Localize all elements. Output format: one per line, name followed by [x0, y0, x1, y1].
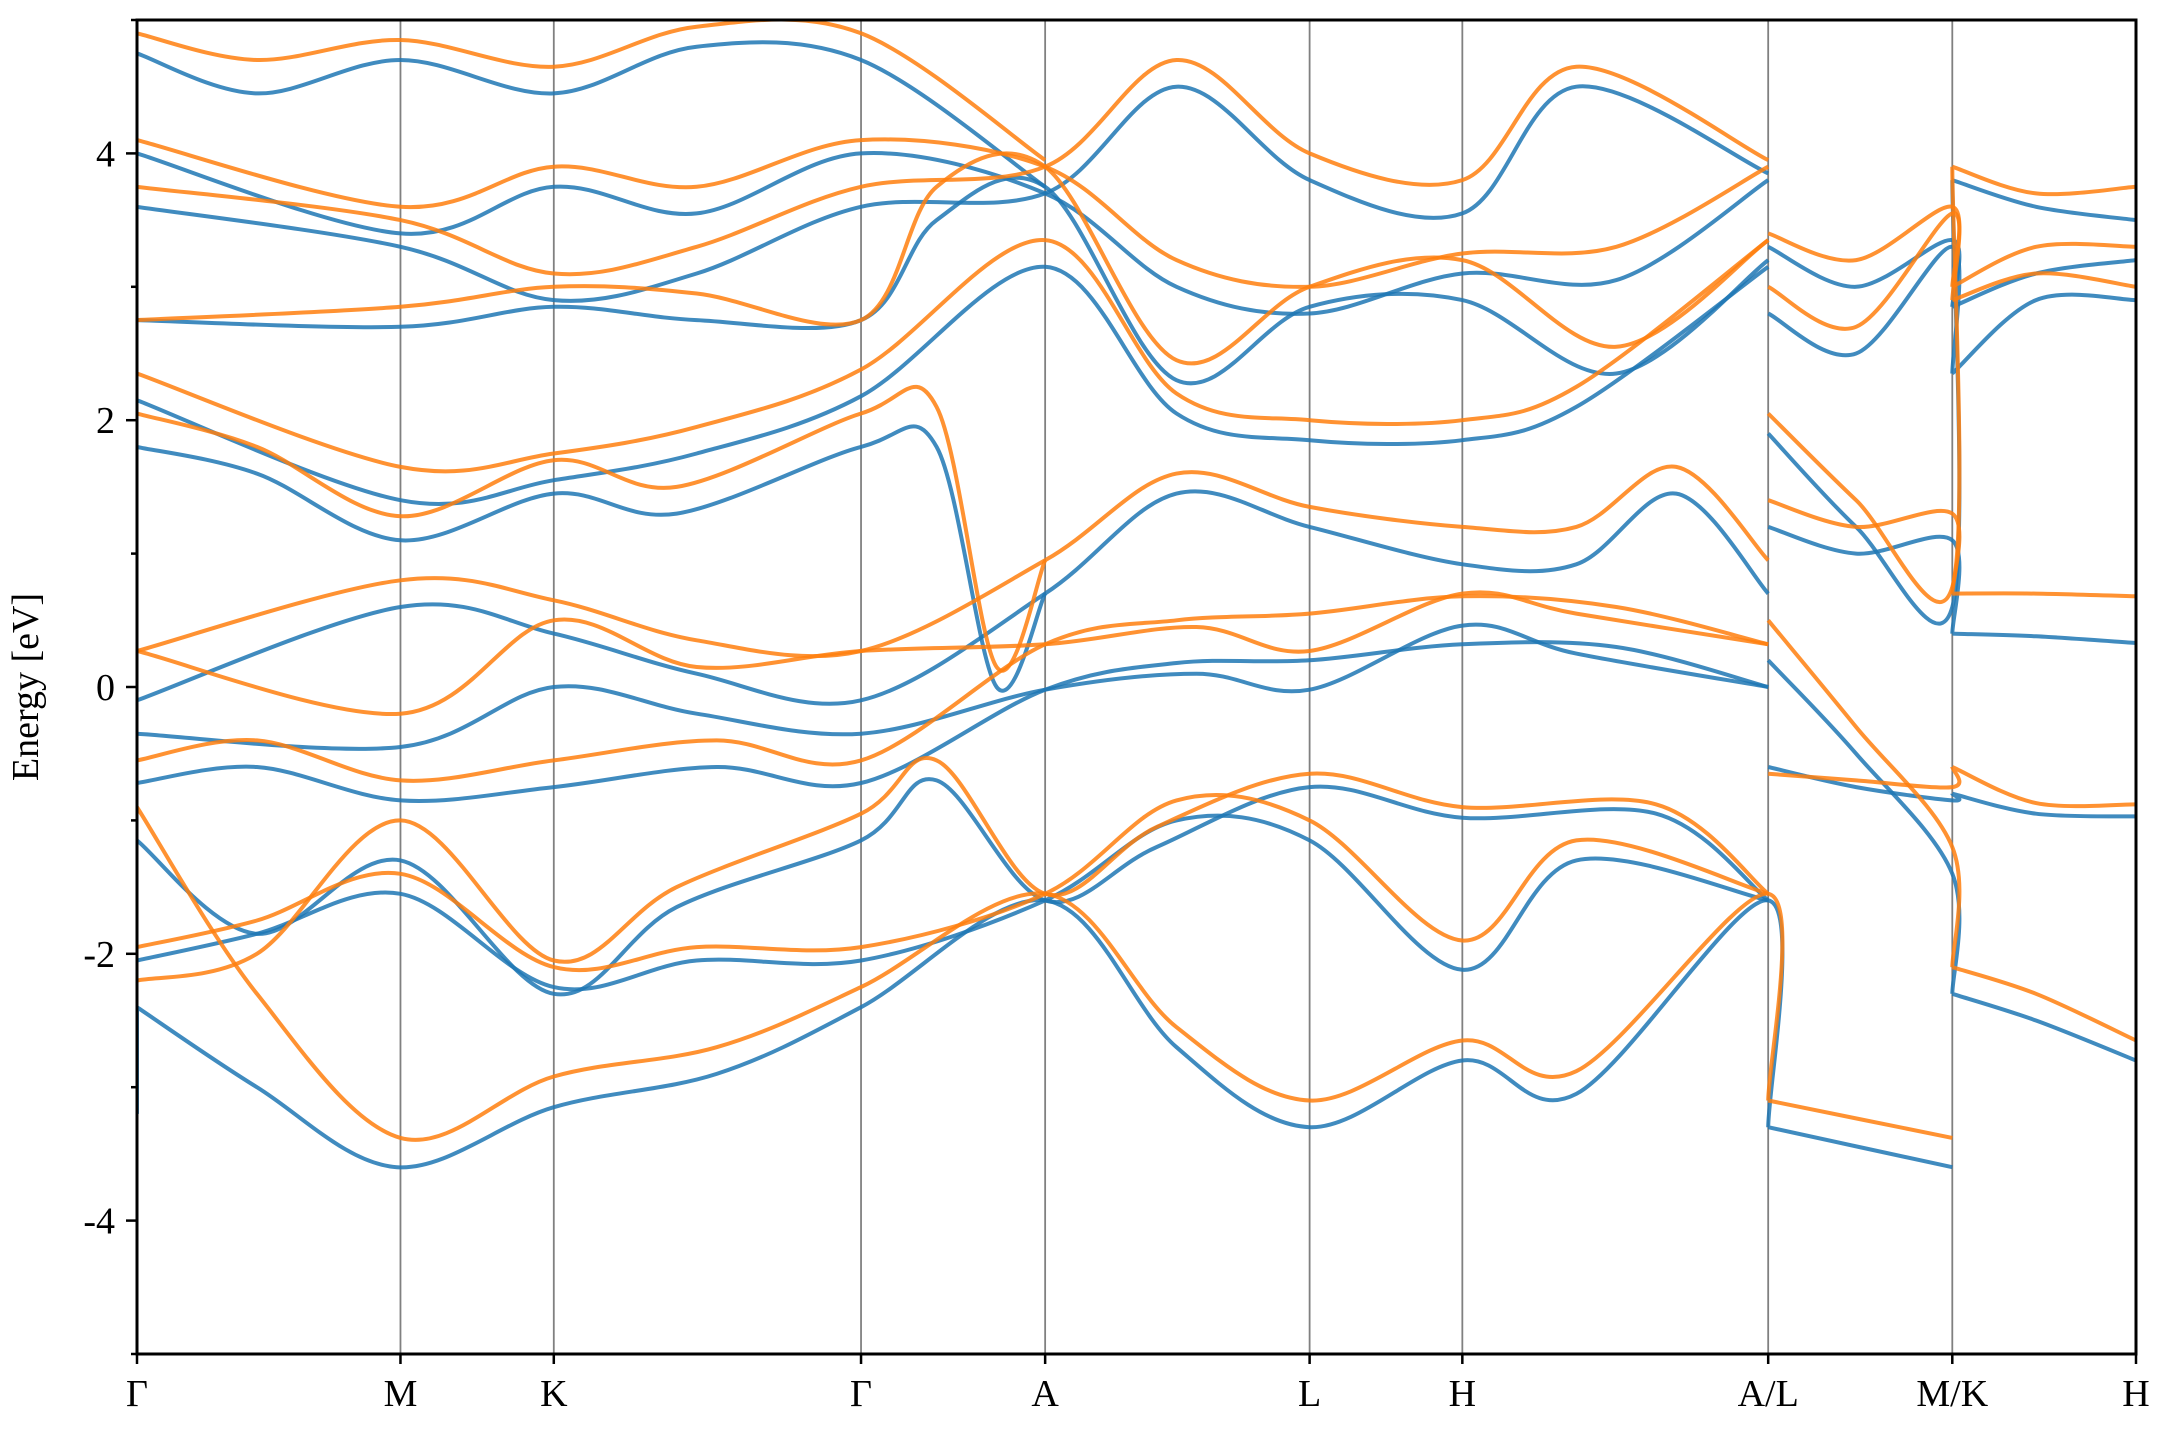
- high-symmetry-lines: [399, 20, 1954, 1354]
- band-line-blue: [137, 640, 1769, 803]
- x-tick-label: H: [1449, 1373, 1476, 1415]
- y-tick-label: 4: [96, 133, 115, 175]
- band-line-orange: [1766, 164, 2136, 605]
- band-line-blue: [137, 175, 1770, 386]
- plot-frame: [135, 18, 2138, 1356]
- band-line-orange: [137, 20, 1047, 162]
- band-line-blue: [137, 489, 1770, 706]
- y-tick-label: -4: [83, 1201, 115, 1243]
- band-line-orange: [137, 590, 1769, 716]
- band-line-orange: [137, 238, 1770, 474]
- y-axis-label: Energy [eV]: [5, 593, 47, 781]
- band-line-blue: [137, 777, 1770, 997]
- band-line-blue: [137, 151, 1770, 316]
- y-axis-ticks: -4 -2 0 2 4: [83, 18, 137, 1356]
- y-tick-label: 0: [96, 667, 115, 709]
- x-tick-label: L: [1298, 1373, 1321, 1415]
- y-tick-label: 2: [96, 400, 115, 442]
- band-line-orange: [1767, 498, 2136, 599]
- band-line-blue: [137, 622, 1769, 751]
- band-line-blue: [137, 264, 1770, 506]
- band-line-blue: [137, 424, 1047, 693]
- y-tick-label: -2: [83, 934, 115, 976]
- x-tick-label: M: [384, 1373, 418, 1415]
- band-line-orange: [137, 384, 1047, 673]
- x-tick-label: M/K: [1916, 1373, 1988, 1415]
- band-line-orange: [137, 137, 1770, 289]
- band-line-orange: [137, 792, 1769, 973]
- band-line-orange: [137, 464, 1770, 659]
- band-line-orange: [137, 756, 1770, 983]
- x-tick-label: K: [540, 1373, 568, 1415]
- band-line-orange: [1767, 204, 2136, 289]
- x-tick-label: H: [2122, 1373, 2149, 1415]
- x-tick-label: Γ: [126, 1373, 148, 1415]
- x-tick-label: A: [1031, 1373, 1059, 1415]
- band-line-blue: [1767, 524, 2136, 645]
- band-line-blue: [137, 813, 1769, 992]
- band-lines: [137, 20, 2136, 1170]
- x-tick-label: A/L: [1738, 1373, 1799, 1415]
- band-line-orange: [137, 594, 1769, 783]
- band-line-blue: [1766, 658, 2136, 1063]
- band-line-blue: [137, 40, 1047, 189]
- band-line-blue: [137, 898, 1953, 1170]
- x-tick-label: Γ: [850, 1373, 872, 1415]
- x-axis-ticks: Γ M K Γ A L H A/L M/K H: [126, 1354, 2150, 1415]
- band-line-orange: [1768, 765, 2136, 809]
